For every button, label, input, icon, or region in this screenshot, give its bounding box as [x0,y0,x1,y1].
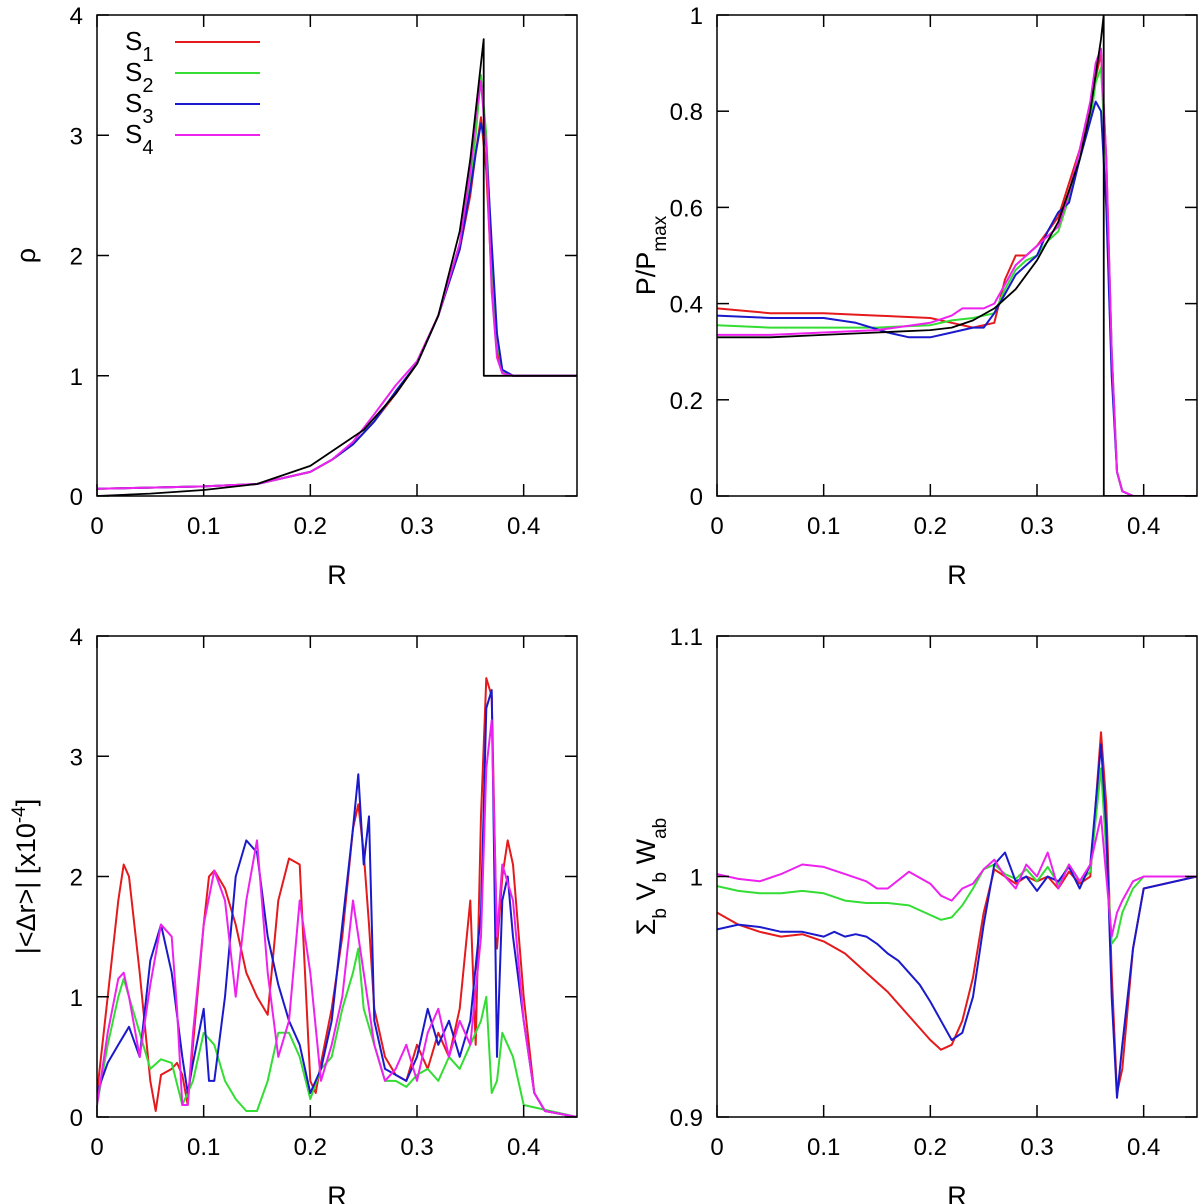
x-tick-label: 0.4 [1127,1134,1160,1161]
x-tick-label: 0 [710,1134,723,1161]
y-tick-label: 2 [70,244,83,271]
y-tick-label: 0 [70,1105,83,1132]
x-tick-label: 0.2 [914,513,947,540]
y-axis-label: |<Δr>| [x10-4] [9,799,42,955]
legend-label-s1: S1 [125,26,153,66]
series-line-s1 [97,116,577,490]
y-tick-label: 0.6 [670,195,703,222]
x-tick-label: 0.4 [1127,513,1160,540]
y-tick-label: 1 [690,865,703,892]
series-line-reference [97,38,577,496]
y-tick-label: 0.4 [670,292,703,319]
series-group [97,38,577,496]
y-tick-label: 0.9 [670,1105,703,1132]
y-tick-label: 3 [70,744,83,771]
x-tick-label: 0 [90,1134,103,1161]
series-line-s2 [717,66,1197,496]
legend-label-s2: S2 [125,57,153,97]
series-line-s4 [717,47,1197,496]
x-tick-label: 0.2 [914,1134,947,1161]
y-tick-label: 3 [70,123,83,150]
y-axis-label: ρ [11,248,41,263]
y-tick-label: 0 [70,484,83,511]
y-tick-label: 1 [690,3,703,30]
series-line-s4 [717,815,1197,938]
x-tick-label: 0.3 [1020,1134,1053,1161]
series-line-s4 [97,719,577,1117]
y-axis-label: P/Pmax [631,215,671,295]
y-tick-label: 1 [70,364,83,391]
x-tick-label: 0.4 [507,513,540,540]
x-axis-label: R [947,560,967,590]
chart-panel-normalization: 0 0.1 0.2 0.3 0.4 0.9 1 1.1 R Σb Vb Wab [631,624,1198,1204]
y-tick-label: 0.8 [670,99,703,126]
legend-label-s3: S3 [125,88,153,128]
y-tick-label: 2 [70,865,83,892]
x-tick-label: 0.2 [294,1134,327,1161]
series-group [717,731,1197,1099]
series-line-s3 [717,100,1197,496]
y-tick-label: 4 [70,3,83,30]
series-line-s2 [717,767,1197,945]
x-tick-label: 0.2 [294,513,327,540]
series-line-reference [717,15,1197,496]
series-line-s1 [97,677,577,1117]
series-line-s2 [97,74,577,490]
x-tick-label: 0.1 [187,513,220,540]
plot-frame [716,14,1198,497]
x-tick-label: 0.3 [1020,513,1053,540]
x-tick-label: 0.3 [400,513,433,540]
chart-panel-pressure: 0 0.1 0.2 0.3 0.4 0 0.2 0.4 0.6 0.8 1 R P/Pmax [631,3,1198,590]
x-tick-label: 0 [90,513,103,540]
x-tick-label: 0 [710,513,723,540]
legend-label-s4: S4 [125,119,153,159]
y-tick-label: 0 [690,484,703,511]
x-tick-label: 0.1 [807,513,840,540]
plot-frame [96,14,578,497]
chart-panel-error: 0 0.1 0.2 0.3 0.4 0 1 2 3 4 R |<Δr>| [x10-4] [9,624,578,1204]
series-line-s4 [97,80,577,490]
y-tick-label: 0.2 [670,388,703,415]
series-line-s3 [717,743,1197,1099]
y-tick-label: 1 [70,985,83,1012]
x-tick-label: 0.1 [187,1134,220,1161]
x-tick-label: 0.4 [507,1134,540,1161]
x-axis-label: R [327,1181,347,1204]
x-tick-label: 0.3 [400,1134,433,1161]
y-tick-label: 4 [70,624,83,651]
x-axis-label: R [947,1181,967,1204]
series-line-s3 [97,689,577,1117]
y-tick-label: 1.1 [670,624,703,651]
series-line-s1 [717,52,1197,496]
y-axis-label: Σb Vb Wab [631,818,671,936]
series-line-s3 [97,122,577,490]
series-group [717,15,1197,496]
series-group [97,677,577,1117]
x-axis-label: R [327,560,347,590]
x-tick-label: 0.1 [807,1134,840,1161]
